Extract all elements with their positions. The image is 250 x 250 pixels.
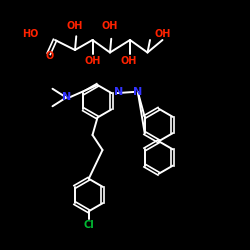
Text: OH: OH [120,56,137,66]
Text: HO: HO [22,29,39,39]
Text: N: N [114,87,123,97]
Text: OH: OH [67,21,83,31]
Text: N: N [62,92,71,102]
Text: OH: OH [102,21,118,31]
Text: OH: OH [84,56,101,66]
Text: Cl: Cl [84,220,94,230]
Text: O: O [46,51,54,61]
Text: OH: OH [154,29,171,39]
Text: N: N [133,87,142,97]
